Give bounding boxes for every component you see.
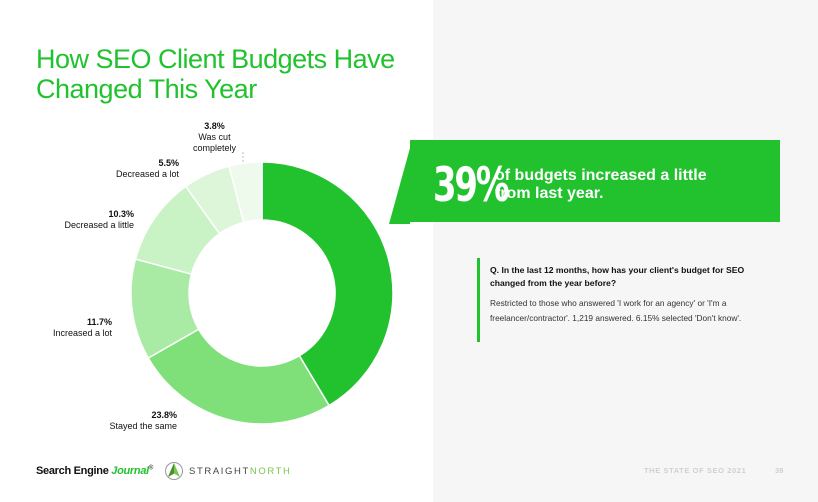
straight-north-text: STRAIGHTNORTH: [189, 466, 291, 477]
question-note: Restricted to those who answered 'I work…: [490, 298, 742, 323]
segment-value: 11.7%: [86, 317, 112, 327]
segment-value: 10.3%: [108, 209, 134, 219]
segment-label-increased-a-lot: 11.7% Increased a lot: [53, 317, 112, 339]
sej-trademark: ®: [148, 465, 154, 472]
segment-value: 23.8%: [151, 410, 177, 420]
callout-percentage: 39%: [433, 157, 510, 213]
callout-banner: [389, 140, 780, 224]
segment-name: Decreased a lot: [115, 169, 179, 179]
segment-name: Increased a lot: [52, 328, 112, 338]
question-title: Q. In the last 12 months, how has your c…: [490, 265, 745, 288]
page-title: How SEO Client Budgets Have Changed This…: [36, 44, 395, 104]
callout-text: of budgets increased a little from last …: [495, 167, 707, 202]
segment-name: Stayed the same: [109, 421, 177, 431]
segment-value: 5.5%: [158, 158, 179, 168]
callout-box: 39% of budgets increased a little from l…: [433, 150, 773, 220]
page-number: 39: [775, 466, 784, 475]
sej-brand-text: Search Engine: [36, 465, 109, 477]
sej-journal-text: Journal: [111, 465, 149, 477]
segment-name: Decreased a little: [64, 220, 134, 230]
segment-label-decreased-a-lot: 5.5% Decreased a lot: [116, 158, 179, 180]
donut-segment-increased-a-little: [261, 161, 394, 407]
segment-label-stayed-the-same: 23.8% Stayed the same: [109, 410, 177, 432]
survey-question: Q. In the last 12 months, how has your c…: [477, 258, 777, 342]
segment-name: Was cut completely: [192, 132, 236, 153]
donut-segment-was-cut-completely: [228, 161, 263, 224]
footer-logos: Search Engine Journal® STRAIGHTNORTH: [36, 460, 292, 482]
search-engine-journal-logo: Search Engine Journal®: [36, 465, 153, 477]
segment-value: 3.8%: [204, 121, 225, 131]
straight-text: STRAIGHT: [189, 465, 250, 477]
straight-north-icon: [165, 462, 184, 480]
segment-label-decreased-a-little: 10.3% Decreased a little: [64, 209, 134, 231]
report-title: THE STATE OF SEO 2021: [644, 466, 747, 475]
donut-segment-stayed-the-same: [147, 328, 331, 425]
segment-label-was-cut-completely: 3.8% Was cut completely: [193, 121, 236, 154]
straight-north-logo: STRAIGHTNORTH: [165, 461, 291, 481]
right-panel-background: [433, 0, 818, 502]
north-text: NORTH: [249, 465, 292, 477]
